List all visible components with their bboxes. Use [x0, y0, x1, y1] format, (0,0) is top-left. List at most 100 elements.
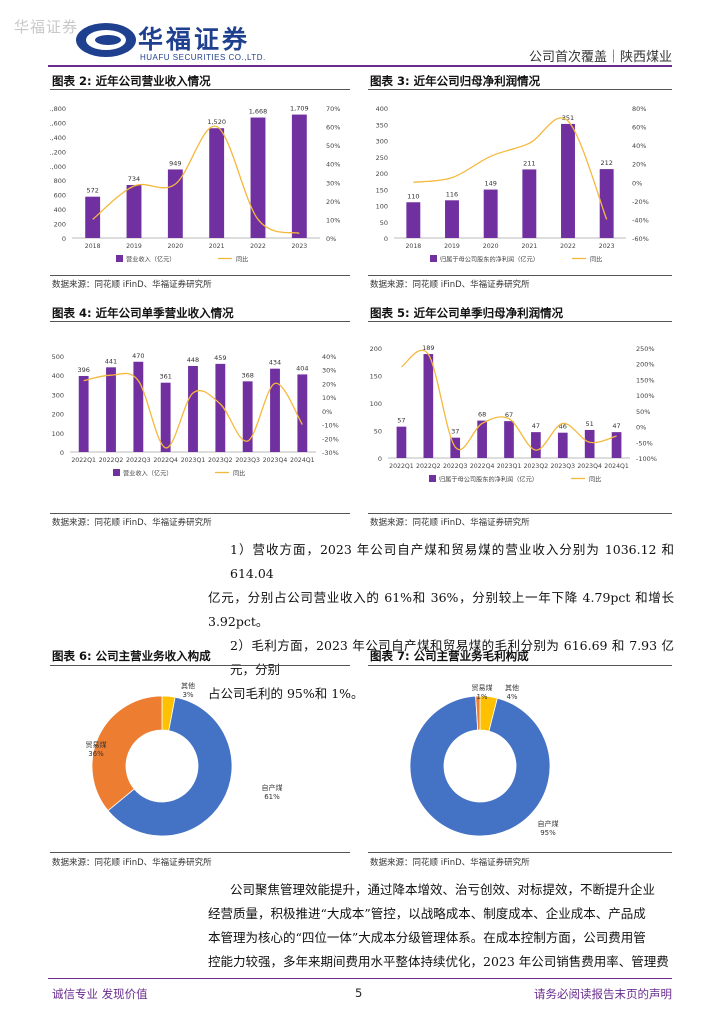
fig2-chart: 0 200 400 600 800 1,000 1,200 1,400 1,600 1,800 0%… [50, 105, 340, 264]
fig3-y2-tick: 40% [632, 142, 646, 150]
fig4-data-label: 434 [269, 359, 281, 367]
fig4-y-tick: 300 [52, 391, 64, 399]
fig3-bar [561, 123, 575, 238]
fig3-legend-bar-swatch [430, 255, 437, 262]
fig3-y2-tick: -60% [632, 235, 649, 243]
fig5-y-tick: 100 [370, 400, 382, 408]
fig3-data-label: 110 [407, 192, 419, 200]
fig6-slice-label: 自产煤 [262, 783, 283, 792]
fig5-y2-tick: 50% [636, 408, 650, 416]
fig2-y-tick: 1,600 [50, 119, 66, 127]
fig3-y-tick: 350 [376, 121, 388, 129]
paragraph-line: 1）营收方面，2023 年公司自产煤和贸易煤的营业收入分别为 1036.12 和… [230, 542, 674, 581]
fig4-data-label: 470 [132, 352, 144, 360]
fig2-y-tick: 1,800 [50, 105, 66, 113]
fig4-data-label: 396 [77, 366, 89, 374]
fig2-y-tick: 1,400 [50, 134, 66, 142]
fig3-y-tick: 400 [376, 105, 388, 113]
fig5-bar [584, 429, 595, 458]
fig4-x-tick: 2022Q1 [71, 457, 96, 464]
fig2-bar [209, 128, 225, 238]
fig2-source-line [50, 275, 350, 276]
fig5-y-tick: 200 [370, 345, 382, 353]
fig2-y2-tick: 40% [326, 161, 340, 169]
fig4-bar [242, 381, 253, 452]
fig5-x-tick: 2022Q2 [416, 463, 441, 470]
fig2-legend-line-label: 同比 [236, 256, 248, 264]
fig2-data-label: 1,520 [207, 118, 226, 126]
fig5-y2-tick: 200% [636, 361, 655, 369]
fig3-x-tick: 2018 [405, 243, 421, 250]
fig6-slice-value: 61% [264, 793, 280, 801]
fig5-x-tick: 2023Q2 [524, 463, 549, 470]
fig4-x-tick: 2022Q4 [153, 457, 178, 464]
fig2-x-tick: 2020 [167, 243, 183, 250]
fig5-bar [396, 426, 407, 458]
fig5-title-line [368, 321, 672, 322]
fig3-source: 数据来源：同花顺 iFinD、华福证券研究所 [370, 280, 530, 290]
fig4-y2-tick: -30% [322, 449, 339, 457]
fig4-y2-tick: 20% [322, 380, 336, 388]
fig5-y-tick: 50 [374, 428, 382, 436]
fig7-slice-1 [475, 695, 481, 731]
fig3-y2-tick: 60% [632, 124, 646, 132]
fig5-x-tick: 2022Q3 [443, 463, 468, 470]
fig4-y-tick: 500 [52, 353, 64, 361]
fig2-data-label: 949 [169, 159, 181, 167]
fig3-y2-tick: 20% [632, 161, 646, 169]
fig7-slice-value: 95% [540, 829, 556, 837]
fig3-y2-tick: -40% [632, 216, 649, 224]
fig7-slice-value: 4% [506, 693, 517, 701]
fig7-source-line [368, 852, 672, 853]
fig3-source-line [368, 275, 672, 276]
fig3-data-label: 211 [523, 159, 535, 167]
fig4-chart: 0 100 200 300 400 500 -30% -20% -10% 0% 10% 20% 30% 4… [52, 352, 339, 478]
fig5-x-tick: 2022Q4 [470, 463, 495, 470]
fig5-bar [557, 432, 568, 458]
watermark: 华福证券 [14, 18, 79, 36]
paragraph-line: 公司聚焦管理效能提升，通过降本增效、治亏创效、对标提效，不断提升企业 [230, 882, 656, 897]
fig5-x-tick: 2023Q1 [497, 463, 522, 470]
fig2-bar [250, 117, 266, 238]
fig5-y2-tick: 250% [636, 345, 655, 353]
fig2-data-label: 1,668 [249, 108, 268, 116]
fig3-data-label: 212 [600, 159, 612, 167]
fig3-data-label: 149 [484, 180, 496, 188]
fig2-x-tick: 2022 [250, 243, 266, 250]
fig3-y-tick: 0 [384, 235, 388, 243]
fig4-data-label: 404 [296, 364, 308, 372]
fig2-bar [126, 184, 142, 238]
fig5-y2-tick: 100% [636, 392, 655, 400]
fig4-data-label: 448 [187, 356, 199, 364]
fig2-data-label: 572 [86, 187, 98, 195]
fig5-data-label: 68 [478, 411, 486, 419]
fig5-y2-tick: 0% [636, 424, 646, 432]
fig2-y2-tick: 0% [326, 235, 336, 243]
fig5-data-label: 46 [559, 423, 567, 431]
fig2-y2-tick: 60% [326, 124, 340, 132]
fig3-title: 图表 3: 近年公司归母净利润情况 [370, 74, 541, 88]
fig5-source-line [368, 513, 672, 514]
fig4-y2-tick: 10% [322, 394, 336, 402]
fig2-y-tick: 800 [54, 177, 66, 185]
page-number: 5 [355, 986, 363, 1000]
fig4-title: 图表 4: 近年公司单季营业收入情况 [52, 306, 234, 320]
fig4-x-tick: 2022Q2 [99, 457, 124, 464]
fig3-x-tick: 2021 [521, 243, 537, 250]
fig4-y2-tick: 0% [322, 408, 332, 416]
fig2-bar [291, 114, 307, 238]
fig4-bar [215, 363, 226, 452]
fig2-source: 数据来源：同花顺 iFinD、华福证券研究所 [52, 280, 212, 290]
fig7-slice-0 [409, 695, 551, 837]
fig4-bar [78, 375, 89, 452]
fig6-slice-value: 3% [182, 691, 193, 699]
fig5-y2-tick: 150% [636, 376, 655, 384]
fig4-x-tick: 2023Q3 [235, 457, 260, 464]
fig5-bar [531, 432, 541, 458]
fig5-data-label: 47 [612, 422, 620, 430]
fig6-title: 图表 6: 公司主营业务收入构成 [52, 649, 211, 663]
fig5-yoy-line [401, 349, 617, 451]
fig2-data-label: 1,709 [290, 105, 309, 113]
fig3-y-tick: 250 [376, 154, 388, 162]
header-divider [48, 65, 672, 67]
